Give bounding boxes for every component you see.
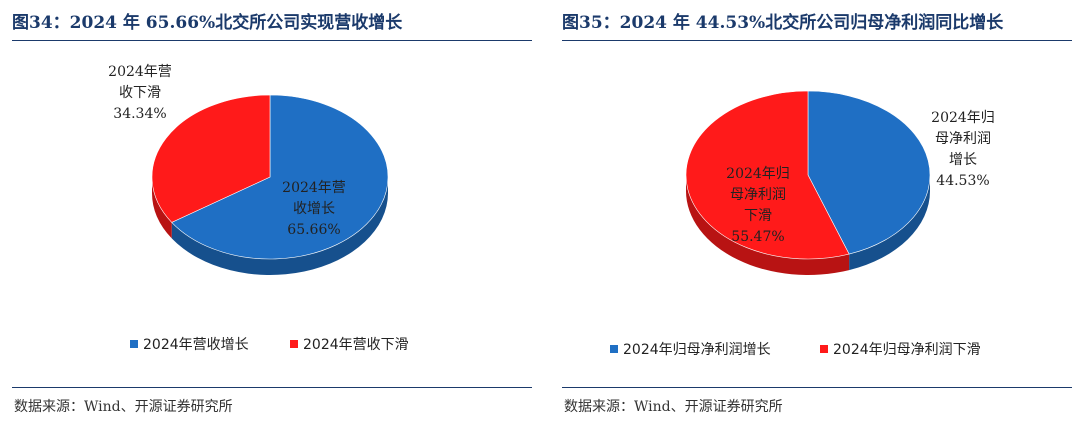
pie-slice-decline (685, 90, 850, 260)
figure-34-source: 数据来源：Wind、开源证券研究所 (14, 399, 233, 415)
pie-slice-growth (171, 94, 389, 260)
pie-side-1 (686, 175, 850, 275)
data-label-decline: 2024年归母净利润下滑 55.47% (726, 165, 790, 245)
pie-side-1 (152, 177, 172, 239)
pie-slice-decline (151, 94, 271, 223)
figure-35-title: 图35：2024 年 44.53%北交所公司归母净利润同比增长 (562, 13, 1004, 33)
chart-legend: 2024年营收增长 2024年营收下滑 (130, 336, 409, 353)
legend-swatch-growth (130, 340, 138, 348)
pie-slice-growth (807, 90, 931, 255)
source-rule (12, 387, 532, 388)
source-rule (562, 387, 1072, 388)
legend-label-decline: 2024年归母净利润下滑 (833, 341, 981, 358)
pie-side-0 (849, 175, 930, 271)
title-rule (12, 40, 532, 41)
data-label-growth: 2024年营收增长 65.66% (282, 180, 346, 238)
legend-swatch-decline (820, 345, 828, 353)
legend-label-decline: 2024年营收下滑 (303, 336, 409, 353)
figure-35-source: 数据来源：Wind、开源证券研究所 (564, 399, 783, 415)
figure-34-title: 图34：2024 年 65.66%北交所公司实现营收增长 (12, 13, 403, 33)
pie-chart-revenue-growth: 2024年营收增长 65.66%2024年营收下滑 34.34%2024年营收增长 2… (108, 64, 409, 353)
pie-side-walls (686, 175, 930, 275)
legend-label-growth: 2024年归母净利润增长 (623, 341, 771, 358)
legend-label-growth: 2024年营收增长 (143, 337, 249, 353)
pie-chart-net-profit-growth: 2024年归母净利润增长 44.53% 2024年归母净利润下滑 55.47% 2024… (610, 90, 995, 358)
pie-side-0 (171, 177, 388, 275)
data-label-decline: 2024年营收下滑 34.34% (108, 64, 172, 122)
chart-legend: 2024年归母净利润增长 2024年归母净利润下滑 (610, 341, 981, 358)
title-rule (562, 40, 1072, 41)
legend-swatch-decline (290, 340, 298, 348)
pie-side-walls (152, 177, 388, 275)
figure-34-panel: 图34：2024 年 65.66%北交所公司实现营收增长 2024年营收增长 65… (12, 13, 532, 415)
legend-swatch-growth (610, 345, 618, 353)
data-label-growth: 2024年归母净利润增长 44.53% (931, 109, 995, 189)
figure-35-panel: 图35：2024 年 44.53%北交所公司归母净利润同比增长 2024年归母净… (550, 0, 1080, 429)
